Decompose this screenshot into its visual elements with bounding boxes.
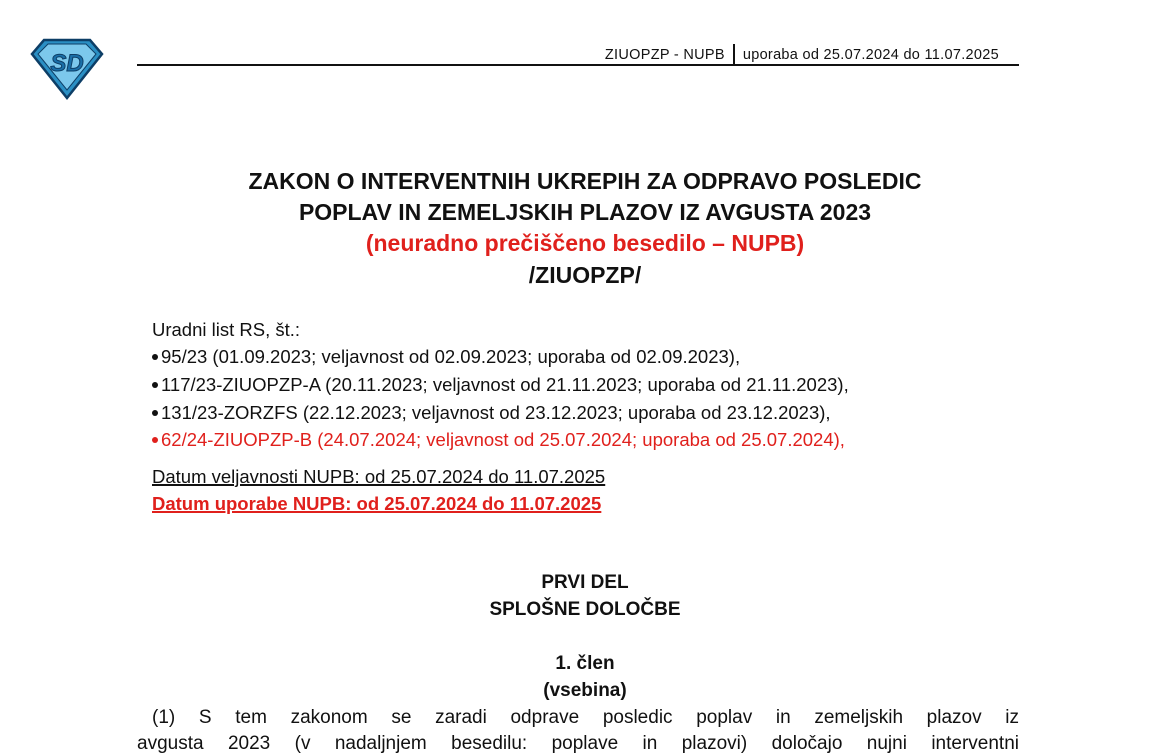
- title-line-1: ZAKON O INTERVENTNIH UKREPIH ZA ODPRAVO …: [248, 168, 922, 194]
- gazette-item: 117/23-ZIUOPZP-A (20.11.2023; veljavnost…: [152, 374, 849, 396]
- logo-icon: SD: [30, 38, 104, 100]
- article-text-line: (1) S tem zakonom se zaradi odprave posl…: [152, 707, 1019, 728]
- part-subtitle: SPLOŠNE DOLOČBE: [489, 599, 681, 620]
- bullet-icon: [152, 437, 158, 443]
- part-title: PRVI DEL: [541, 572, 629, 593]
- gazette-label: Uradni list RS, št.:: [152, 319, 301, 340]
- bullet-icon: [152, 354, 158, 360]
- application-date: Datum uporabe NUPB: od 25.07.2024 do 11.…: [152, 493, 602, 514]
- bullet-icon: [152, 410, 158, 416]
- header-rule: [137, 64, 1019, 66]
- header-usage-period: uporaba od 25.07.2024 do 11.07.2025: [742, 47, 999, 63]
- running-header: ZIUOPZP - NUPB uporaba od 25.07.2024 do 1…: [137, 44, 999, 64]
- gazette-item: 62/24-ZIUOPZP-B (24.07.2024; veljavnost …: [152, 429, 845, 451]
- article-number: 1. člen: [555, 653, 615, 674]
- bullet-icon: [152, 382, 158, 388]
- title-nupb: (neuradno prečiščeno besedilo – NUPB): [365, 230, 805, 256]
- header-doc-code: ZIUOPZP - NUPB: [604, 47, 725, 63]
- article-name: (vsebina): [543, 680, 627, 701]
- title-abbreviation: /ZIUOPZP/: [528, 262, 642, 288]
- gazette-item: 95/23 (01.09.2023; veljavnost od 02.09.2…: [152, 346, 740, 368]
- article-text-line: avgusta 2023 (v nadaljnjem besedilu: pop…: [137, 733, 1019, 754]
- title-line-2: POPLAV IN ZEMELJSKIH PLAZOV IZ AVGUSTA 2…: [298, 199, 872, 225]
- svg-text:SD: SD: [50, 50, 83, 77]
- validity-date: Datum veljavnosti NUPB: od 25.07.2024 do…: [152, 466, 606, 487]
- gazette-item: 131/23-ZORZFS (22.12.2023; veljavnost od…: [152, 402, 831, 424]
- header-separator: [732, 44, 735, 64]
